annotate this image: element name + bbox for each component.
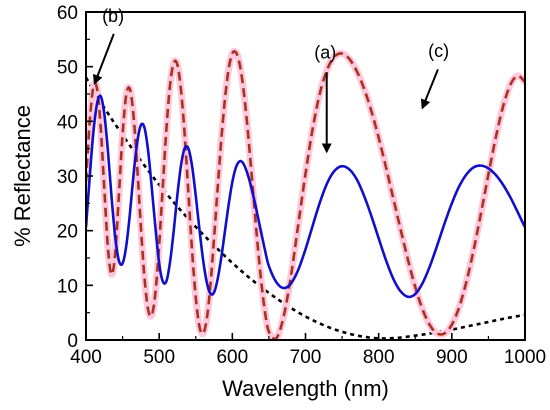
x-tick-label-900: 900 xyxy=(436,347,468,368)
y-tick-label-20: 20 xyxy=(57,222,78,243)
annotation-layer: (a) (b) (c) xyxy=(93,6,449,154)
y-tick-label-60: 60 xyxy=(57,3,78,24)
y-tick-label-50: 50 xyxy=(57,58,78,79)
series-layer xyxy=(86,47,525,340)
x-axis-title: Wavelength (nm) xyxy=(222,376,389,401)
annotation-c-arrow xyxy=(420,69,439,110)
x-axis: 400 500 600 700 800 900 1000 xyxy=(70,333,546,368)
x-tick-label-1000: 1000 xyxy=(504,347,546,368)
annotation-c-label: (c) xyxy=(428,41,449,61)
annotation-a-label: (a) xyxy=(314,42,336,62)
annotation-b-label: (b) xyxy=(102,6,124,26)
x-tick-label-500: 500 xyxy=(143,347,175,368)
series-b-line xyxy=(86,76,525,340)
x-tick-label-600: 600 xyxy=(216,347,248,368)
series-a-line xyxy=(86,94,525,299)
y-tick-label-10: 10 xyxy=(57,276,78,297)
annotation-b-arrow xyxy=(93,33,115,85)
x-tick-label-800: 800 xyxy=(363,347,395,368)
series-c-line xyxy=(86,50,525,340)
y-axis-title: % Reflectance xyxy=(10,105,35,247)
x-tick-label-400: 400 xyxy=(70,347,102,368)
y-tick-label-40: 40 xyxy=(57,112,78,133)
x-tick-label-700: 700 xyxy=(290,347,322,368)
y-tick-label-30: 30 xyxy=(57,167,78,188)
y-tick-label-0: 0 xyxy=(67,331,78,352)
y-axis: 0 10 20 30 40 50 60 xyxy=(57,3,93,352)
